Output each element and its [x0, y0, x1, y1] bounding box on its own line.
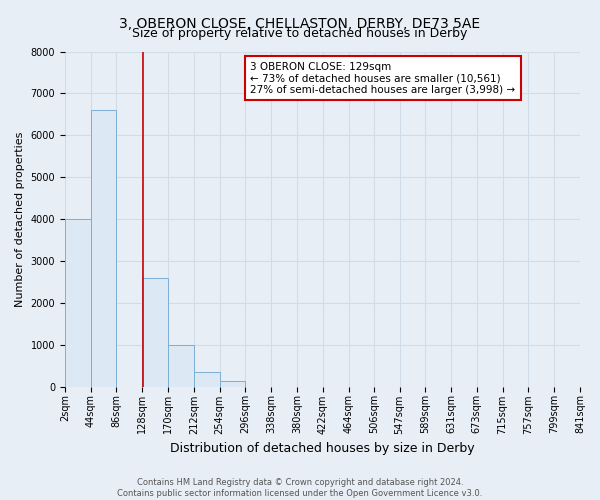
X-axis label: Distribution of detached houses by size in Derby: Distribution of detached houses by size … — [170, 442, 475, 455]
Bar — [91, 110, 116, 386]
Bar — [168, 344, 194, 387]
Bar — [65, 219, 91, 386]
Bar — [220, 381, 245, 386]
Text: Size of property relative to detached houses in Derby: Size of property relative to detached ho… — [133, 28, 467, 40]
Text: 3, OBERON CLOSE, CHELLASTON, DERBY, DE73 5AE: 3, OBERON CLOSE, CHELLASTON, DERBY, DE73… — [119, 18, 481, 32]
Text: 3 OBERON CLOSE: 129sqm
← 73% of detached houses are smaller (10,561)
27% of semi: 3 OBERON CLOSE: 129sqm ← 73% of detached… — [250, 62, 515, 95]
Bar — [142, 278, 168, 386]
Text: Contains HM Land Registry data © Crown copyright and database right 2024.
Contai: Contains HM Land Registry data © Crown c… — [118, 478, 482, 498]
Bar — [194, 372, 220, 386]
Y-axis label: Number of detached properties: Number of detached properties — [15, 132, 25, 306]
